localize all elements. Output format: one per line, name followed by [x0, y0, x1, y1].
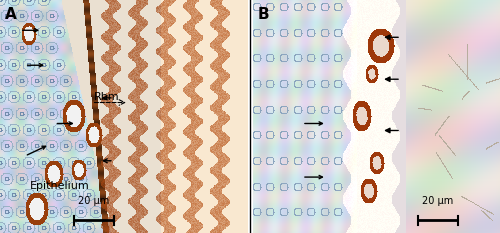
Text: Epithelium: Epithelium: [30, 181, 90, 191]
Text: 20 µm: 20 µm: [78, 196, 110, 206]
Text: 20 µm: 20 µm: [422, 196, 454, 206]
Text: A: A: [5, 7, 16, 22]
Text: B: B: [258, 7, 269, 22]
Text: Rbm: Rbm: [94, 92, 120, 102]
